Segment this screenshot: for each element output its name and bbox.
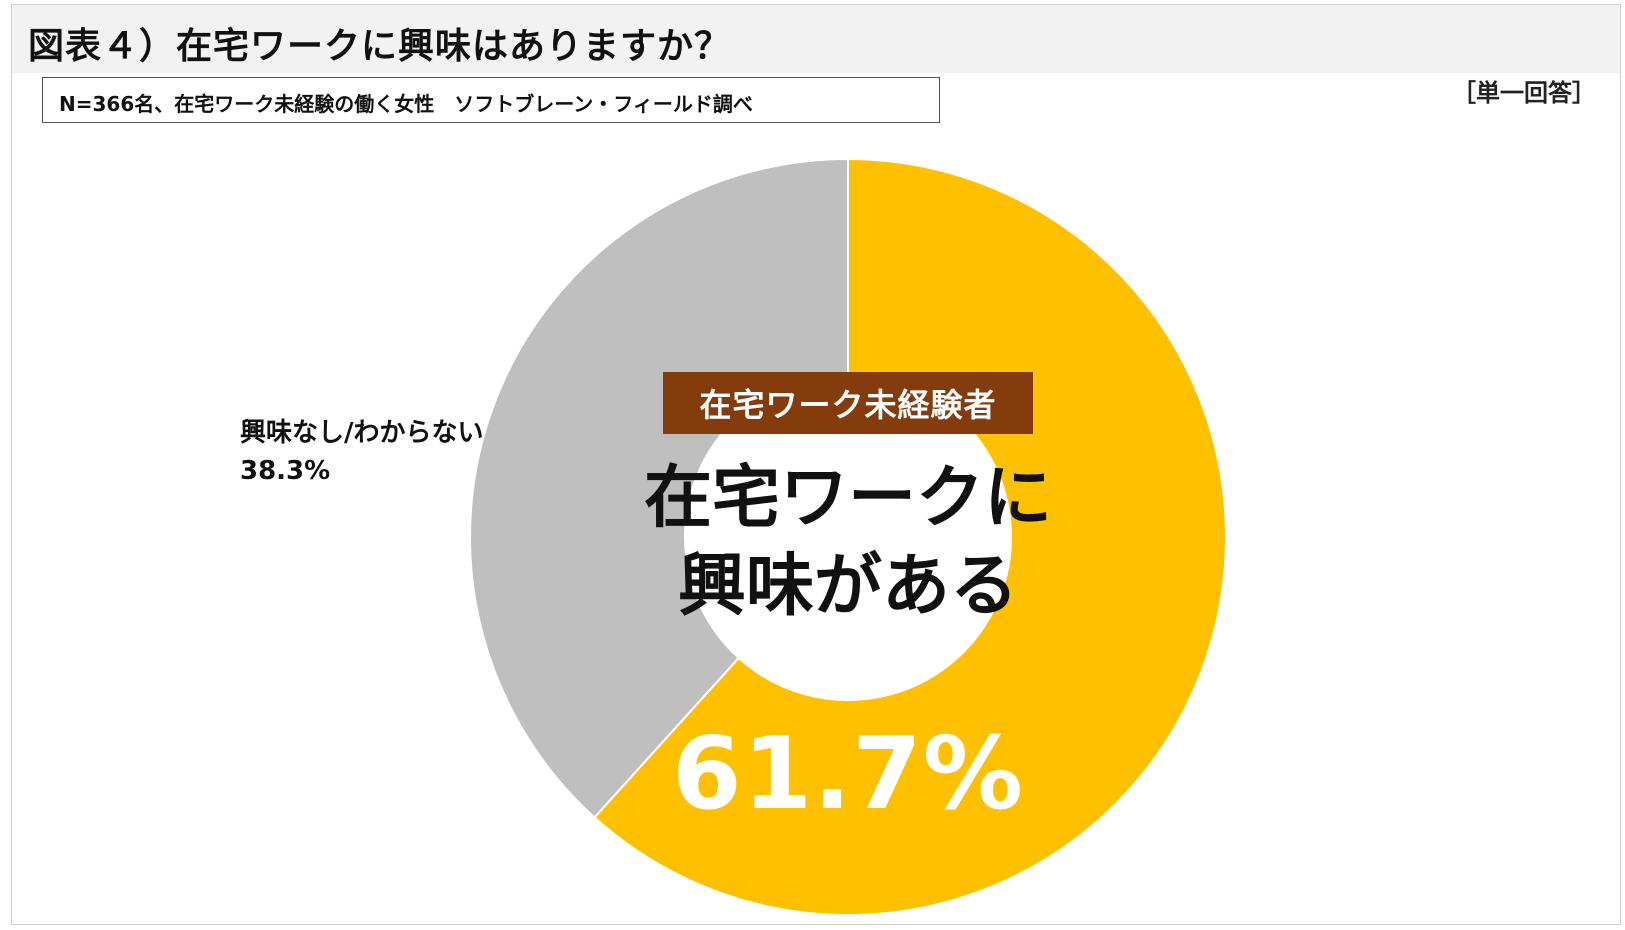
survey-note-box: N=366名、在宅ワーク未経験の働く女性 ソフトブレーン・フィールド調べ [42,77,940,123]
respondent-badge: 在宅ワーク未経験者 [663,372,1033,434]
center-label: 在宅ワークに 興味がある [598,455,1098,631]
answer-type-label: ［単一回答］ [1452,79,1596,107]
slice-label-interested-value: 61.7% [672,715,1024,832]
chart-title: 図表４）在宅ワークに興味はありますか？ [28,26,732,67]
donut-slices [469,157,1227,916]
center-label-line1: 在宅ワークに [643,459,1052,538]
survey-note: N=366名、在宅ワーク未経験の働く女性 ソフトブレーン・フィールド調べ [59,92,753,116]
center-label-line2: 興味がある [677,547,1018,626]
donut-slice-1 [469,157,849,819]
slice-label-not-interested: 興味なし/わからない 38.3% [240,414,484,490]
slice-label-not-interested-name: 興味なし/わからない [240,418,484,448]
title-bar: 図表４）在宅ワークに興味はありますか？ [12,5,1620,73]
donut-slice-0 [593,157,1227,916]
slice-label-not-interested-value: 38.3% [240,456,331,486]
